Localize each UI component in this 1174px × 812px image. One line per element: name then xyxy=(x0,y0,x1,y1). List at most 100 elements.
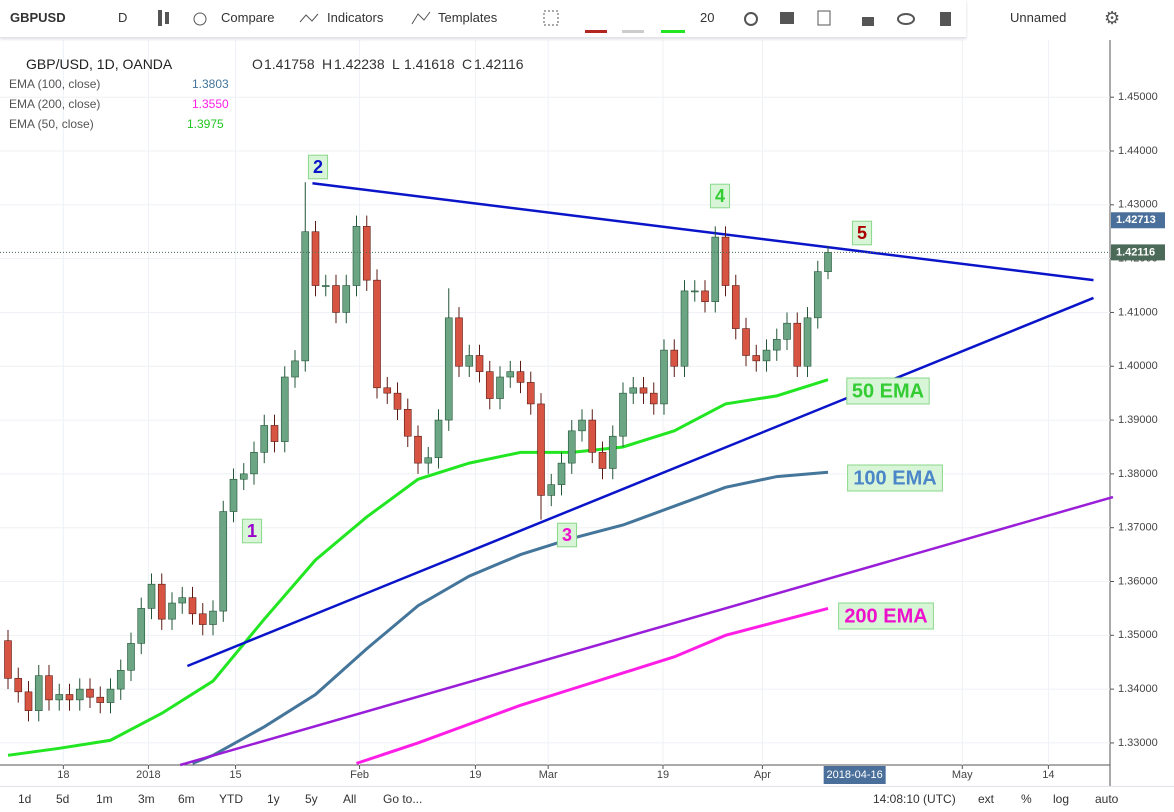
layout-name[interactable]: Unnamed xyxy=(1010,10,1067,25)
candle-body xyxy=(496,376,504,399)
annotation: 5 xyxy=(857,223,867,243)
indicators[interactable]: Indicators xyxy=(327,10,384,25)
settings-icon[interactable] xyxy=(744,12,758,26)
study-name: EMA (50, close) xyxy=(9,117,94,131)
range-button[interactable]: All xyxy=(343,792,357,806)
candle-body xyxy=(65,694,74,701)
lock-icon[interactable] xyxy=(862,17,874,26)
ema-line xyxy=(356,606,829,765)
y-tick-label: 1.40000 xyxy=(1118,360,1158,372)
candle-body xyxy=(352,226,361,286)
candle-body xyxy=(24,691,33,711)
fill-color[interactable] xyxy=(622,30,644,33)
x-tick-label: 15 xyxy=(229,769,241,781)
ohlc-value: 1.42238 xyxy=(334,56,385,72)
ohlc-key: C xyxy=(462,56,473,72)
annotation-box xyxy=(709,183,731,209)
range-button[interactable]: YTD xyxy=(219,792,243,806)
price-axis xyxy=(1110,0,1174,786)
candle-body xyxy=(772,339,781,351)
candle-body xyxy=(321,285,330,287)
y-tick-label: 1.34000 xyxy=(1118,683,1158,695)
scale-option[interactable]: ext xyxy=(978,792,995,806)
compare[interactable]: Compare xyxy=(221,10,275,25)
candle-icon xyxy=(165,12,169,24)
candle-body xyxy=(455,317,463,367)
size[interactable]: 20 xyxy=(700,10,715,25)
candle-body xyxy=(362,226,371,281)
scale-option[interactable]: log xyxy=(1053,792,1070,806)
text-color[interactable] xyxy=(585,30,607,33)
annotation: 3 xyxy=(562,525,572,545)
hide-icon[interactable] xyxy=(897,13,915,25)
candle-body xyxy=(783,322,791,340)
candle-body xyxy=(311,231,320,286)
candle-body xyxy=(506,371,515,378)
ohlc-key: O xyxy=(252,56,263,72)
candle-body xyxy=(465,355,474,367)
range-button[interactable]: 5d xyxy=(56,792,70,806)
templates-icon xyxy=(411,11,431,25)
candle-body xyxy=(96,696,105,703)
range-button[interactable]: 1y xyxy=(267,792,280,806)
goto-button[interactable]: Go to... xyxy=(383,792,423,806)
range-button[interactable]: 3m xyxy=(138,792,155,806)
ohlc-value: 1.41618 xyxy=(404,56,455,72)
candle-body xyxy=(280,376,289,442)
range-button[interactable]: 5y xyxy=(305,792,318,806)
candle-body xyxy=(4,640,12,679)
candle-body xyxy=(578,419,586,432)
candle-body xyxy=(793,322,802,367)
candle-body xyxy=(270,425,279,442)
y-tick-label: 1.36000 xyxy=(1118,575,1158,587)
annotation-box xyxy=(307,154,329,180)
annotation-box xyxy=(241,518,263,544)
select-icon[interactable] xyxy=(543,10,559,26)
x-tick-label: May xyxy=(952,769,973,781)
ohlc-key: L xyxy=(392,56,400,72)
candle-body xyxy=(55,694,64,701)
price-tag-label: 1.42116 xyxy=(1116,246,1155,258)
candle-body xyxy=(444,317,453,421)
y-tick-label: 1.38000 xyxy=(1118,468,1158,480)
annotation: 200 EMA xyxy=(844,605,927,627)
candle-body xyxy=(147,583,156,609)
candle-body xyxy=(598,452,607,469)
clone-icon[interactable] xyxy=(817,10,831,26)
candle-body xyxy=(608,435,617,469)
x-tick-label: 19 xyxy=(469,769,481,781)
symbol[interactable]: GBPUSD xyxy=(10,10,66,25)
candle-body xyxy=(34,675,43,711)
x-tick-label: 14 xyxy=(1042,769,1054,781)
candle-body xyxy=(260,425,269,453)
candle-body xyxy=(45,675,53,701)
delete-icon[interactable] xyxy=(940,12,951,26)
annotation-box xyxy=(556,522,578,548)
candle-icon xyxy=(158,10,162,26)
candle-body xyxy=(116,669,125,690)
interval[interactable]: D xyxy=(118,10,128,25)
scale-option[interactable]: auto xyxy=(1095,792,1119,806)
date-tag xyxy=(823,766,886,784)
settings-gear[interactable]: ⚙ xyxy=(1104,8,1121,28)
candle-body xyxy=(106,688,115,703)
trend-line xyxy=(186,296,1094,668)
range-button[interactable]: 1m xyxy=(96,792,113,806)
visual-order-icon[interactable] xyxy=(780,12,794,24)
clock: 14:08:10 (UTC) xyxy=(873,792,956,806)
candle-body xyxy=(434,419,443,459)
candle-body xyxy=(86,688,94,698)
x-tick-label: Mar xyxy=(539,769,558,781)
candle-body xyxy=(414,435,422,464)
candle-body xyxy=(373,279,381,389)
candle-body xyxy=(803,317,812,367)
range-button[interactable]: 1d xyxy=(18,792,32,806)
line-color[interactable] xyxy=(661,30,685,33)
scale-option[interactable]: % xyxy=(1021,792,1032,806)
price-tag xyxy=(1111,212,1165,229)
range-button[interactable]: 6m xyxy=(178,792,195,806)
templates[interactable]: Templates xyxy=(438,10,498,25)
study-name: EMA (200, close) xyxy=(9,97,101,111)
candle-body xyxy=(649,392,658,405)
